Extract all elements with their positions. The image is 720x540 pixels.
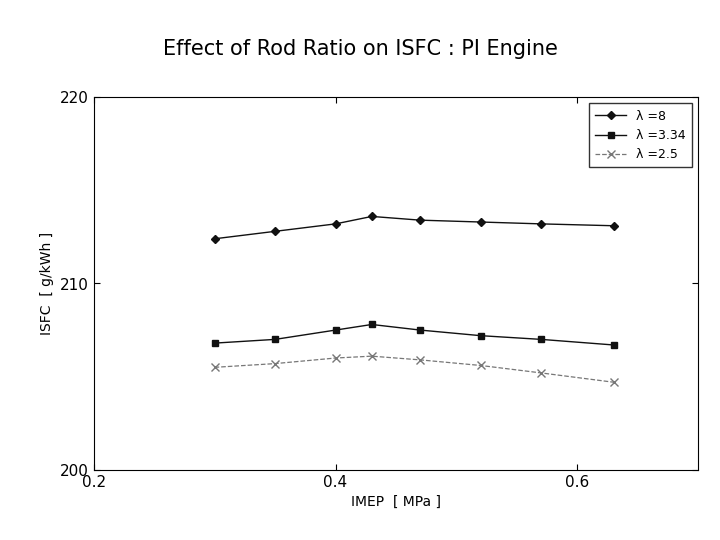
λ =2.5 [210, 364, 219, 370]
Y-axis label: ISFC  [ g/kWh ]: ISFC [ g/kWh ] [40, 232, 54, 335]
Legend: λ =8, λ =3.34, λ =2.5: λ =8, λ =3.34, λ =2.5 [589, 104, 692, 167]
λ =3.34 [367, 321, 376, 328]
λ =3.34 [477, 333, 485, 339]
λ =2.5 [331, 355, 340, 361]
λ =8 [477, 219, 485, 225]
λ =2.5 [367, 353, 376, 360]
λ =8 [416, 217, 425, 224]
λ =3.34 [210, 340, 219, 346]
λ =3.34 [416, 327, 425, 333]
λ =8 [271, 228, 279, 234]
λ =2.5 [609, 379, 618, 386]
Line: λ =8: λ =8 [212, 214, 616, 241]
λ =2.5 [416, 356, 425, 363]
Line: λ =2.5: λ =2.5 [210, 352, 618, 387]
λ =8 [331, 221, 340, 227]
λ =2.5 [537, 370, 546, 376]
λ =3.34 [609, 342, 618, 348]
λ =2.5 [477, 362, 485, 369]
λ =3.34 [537, 336, 546, 342]
λ =3.34 [331, 327, 340, 333]
λ =8 [609, 222, 618, 229]
λ =2.5 [271, 360, 279, 367]
Line: λ =3.34: λ =3.34 [211, 321, 617, 348]
λ =8 [210, 235, 219, 242]
λ =8 [367, 213, 376, 220]
λ =3.34 [271, 336, 279, 342]
X-axis label: IMEP  [ MPa ]: IMEP [ MPa ] [351, 495, 441, 509]
λ =8 [537, 221, 546, 227]
Text: Effect of Rod Ratio on ISFC : PI Engine: Effect of Rod Ratio on ISFC : PI Engine [163, 38, 557, 59]
